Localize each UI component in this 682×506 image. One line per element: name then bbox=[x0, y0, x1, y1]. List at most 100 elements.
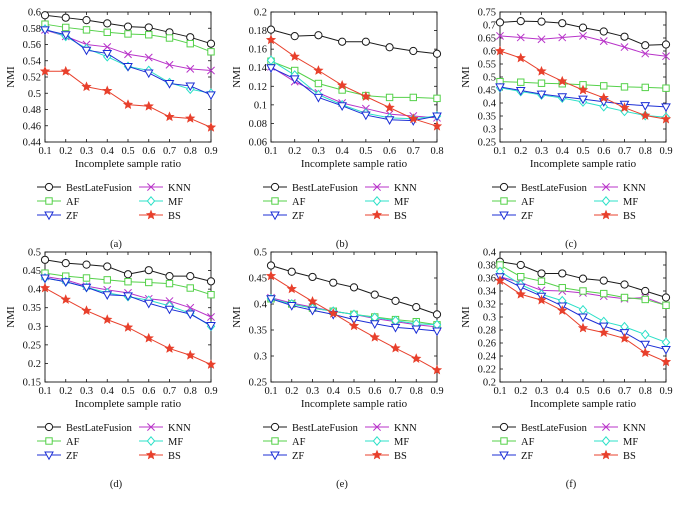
x-tick-label: 0.1 bbox=[264, 386, 277, 397]
data-point bbox=[557, 93, 568, 102]
x-tick-label: 0.3 bbox=[80, 386, 93, 397]
data-point bbox=[600, 289, 608, 298]
x-tick-label: 0.2 bbox=[59, 146, 72, 157]
chart-panel-1: 0.44 0.46 0.48 0.5 0.52 0.54 0.56 0.58 0.6 0.1 0.2… bbox=[5, 8, 218, 251]
data-point bbox=[144, 23, 153, 32]
data-point bbox=[577, 84, 589, 95]
legend-marker bbox=[44, 422, 54, 432]
data-point bbox=[661, 337, 671, 348]
series-bs bbox=[494, 45, 672, 124]
data-point bbox=[40, 26, 50, 36]
y-tick-label: 0.38 bbox=[478, 261, 496, 272]
data-point bbox=[641, 41, 650, 50]
y-tick-label: 0.75 bbox=[478, 8, 496, 19]
x-tick-label: 0.8 bbox=[184, 386, 197, 397]
x-tick-label: 0.2 bbox=[288, 146, 301, 157]
data-point bbox=[329, 278, 338, 287]
data-point bbox=[207, 66, 215, 75]
x-tick-label: 0.4 bbox=[556, 146, 570, 157]
data-point bbox=[432, 327, 442, 337]
data-point bbox=[82, 274, 91, 282]
series-line bbox=[270, 39, 438, 127]
y-tick-label: 0.2 bbox=[254, 8, 267, 19]
data-point bbox=[412, 303, 421, 312]
series-bestlatefusion bbox=[266, 25, 442, 58]
y-tick-label: 0.16 bbox=[249, 45, 267, 56]
series-knn bbox=[496, 31, 670, 61]
x-axis-label: Incomplete sample ratio bbox=[75, 398, 182, 410]
data-point bbox=[620, 83, 629, 91]
data-point bbox=[599, 27, 608, 36]
data-point bbox=[598, 327, 609, 337]
x-tick-label: 0.1 bbox=[493, 386, 506, 397]
x-tick-label: 0.3 bbox=[535, 386, 548, 397]
legend: BestLateFusion KNN AF MF ZF BS bbox=[263, 182, 417, 222]
x-tick-label: 0.6 bbox=[142, 386, 155, 397]
y-tick-label: 0.3 bbox=[254, 352, 267, 363]
y-axis-label: NMI bbox=[5, 66, 17, 88]
data-point bbox=[662, 301, 670, 310]
y-tick-label: 0.35 bbox=[478, 112, 496, 123]
x-tick-label: 0.7 bbox=[389, 386, 402, 397]
legend-label: ZF bbox=[292, 211, 304, 222]
x-tick-label: 0.1 bbox=[38, 386, 51, 397]
legend-label: BestLateFusion bbox=[292, 183, 359, 194]
data-point bbox=[82, 260, 91, 269]
legend-label: ZF bbox=[521, 451, 533, 462]
y-tick-label: 0.26 bbox=[478, 339, 496, 350]
y-tick-label: 0.3 bbox=[483, 125, 496, 136]
data-point bbox=[517, 273, 525, 281]
x-tick-label: 0.6 bbox=[383, 146, 396, 157]
data-point bbox=[536, 90, 547, 100]
data-point bbox=[289, 75, 300, 85]
data-point bbox=[578, 313, 588, 323]
x-tick-label: 0.2 bbox=[59, 386, 72, 397]
x-axis-label: Incomplete sample ratio bbox=[530, 398, 637, 410]
y-tick-label: 0.08 bbox=[249, 119, 267, 130]
x-tick-label: 0.2 bbox=[514, 146, 527, 157]
chart-panel-3: 0.25 0.3 0.35 0.4 0.45 0.5 0.55 0.6 0.65 0.7 0.75 0… bbox=[460, 8, 673, 251]
legend-label: MF bbox=[623, 437, 638, 448]
x-tick-label: 0.7 bbox=[407, 146, 420, 157]
data-point bbox=[314, 31, 323, 40]
y-tick-label: 0.45 bbox=[23, 266, 41, 277]
data-point bbox=[103, 28, 111, 37]
data-point bbox=[186, 33, 195, 42]
data-point bbox=[598, 92, 609, 103]
y-tick-label: 0.46 bbox=[23, 121, 41, 132]
y-tick-label: 0.12 bbox=[249, 82, 267, 93]
y-tick-label: 0.48 bbox=[23, 105, 41, 116]
data-point bbox=[164, 305, 175, 315]
data-point bbox=[186, 39, 194, 48]
legend-label: KNN bbox=[623, 423, 646, 434]
data-point bbox=[390, 323, 401, 333]
data-point bbox=[578, 274, 588, 283]
data-point bbox=[433, 94, 441, 103]
data-point bbox=[103, 19, 112, 28]
y-tick-label: 0.44 bbox=[23, 138, 42, 149]
legend-label: AF bbox=[292, 437, 306, 448]
data-point bbox=[390, 342, 401, 353]
data-point bbox=[337, 102, 347, 112]
y-tick-label: 0.52 bbox=[23, 73, 41, 84]
data-point bbox=[391, 296, 400, 305]
x-tick-label: 0.9 bbox=[659, 386, 672, 397]
legend-marker bbox=[270, 182, 280, 192]
legend-marker bbox=[371, 209, 383, 220]
data-point bbox=[361, 111, 371, 121]
series-bs bbox=[39, 282, 217, 369]
chart-panel-2: 0.06 0.08 0.1 0.12 0.14 0.16 0.18 0.2 0.1 0.2 0.3 0… bbox=[231, 8, 444, 251]
data-point bbox=[122, 99, 134, 109]
legend-label: KNN bbox=[168, 183, 191, 194]
series-af bbox=[496, 261, 670, 310]
x-tick-label: 0.5 bbox=[359, 146, 372, 157]
x-tick-label: 0.5 bbox=[576, 146, 589, 157]
legend-label: ZF bbox=[521, 211, 533, 222]
data-point bbox=[536, 65, 547, 76]
y-tick-label: 0.5 bbox=[483, 73, 496, 84]
data-point bbox=[661, 103, 671, 113]
data-point bbox=[537, 269, 546, 278]
series-bestlatefusion bbox=[40, 11, 216, 48]
legend-label: AF bbox=[66, 437, 80, 448]
data-point bbox=[600, 82, 608, 90]
